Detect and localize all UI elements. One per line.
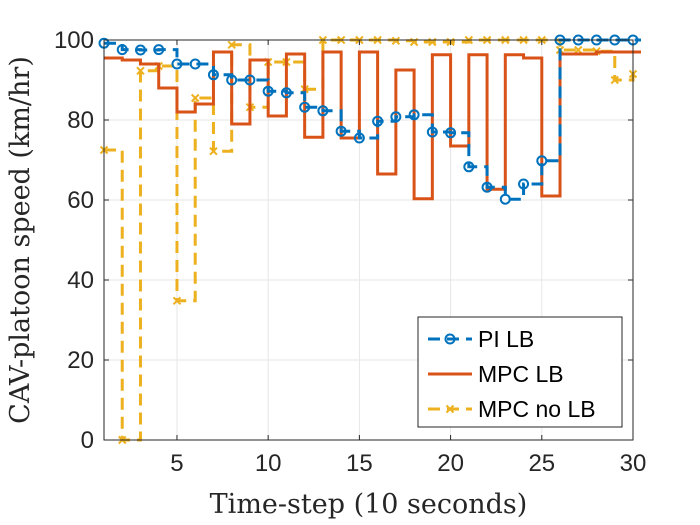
y-tick-label: 60 [67, 187, 94, 214]
data-point-mpc-no-lb [136, 66, 145, 76]
x-tick-label: 15 [346, 450, 373, 477]
y-tick-label: 40 [67, 267, 94, 294]
x-tick-label: 30 [620, 450, 647, 477]
legend-marker-mpc-no-lb [445, 404, 455, 414]
y-tick-label: 100 [54, 27, 94, 54]
x-marker-stroke [190, 93, 200, 103]
data-point-pi-lb [262, 85, 274, 97]
legend-entry-mpc-lb: MPC LB [428, 361, 564, 387]
data-point-pi-lb [226, 74, 238, 86]
y-tick-label: 0 [81, 427, 94, 454]
data-point-pi-lb [171, 58, 183, 70]
data-point-pi-lb [244, 74, 256, 86]
x-marker-stroke [227, 40, 236, 50]
x-marker-stroke [136, 66, 145, 76]
y-axis-label: CAV-platoon speed (km/hr) [5, 56, 36, 424]
data-point-pi-lb [463, 161, 475, 173]
data-point-pi-lb [189, 58, 201, 70]
x-tick-label: 10 [255, 450, 282, 477]
data-point-pi-lb [299, 101, 311, 113]
x-axis-label: Time-step (10 seconds) [210, 489, 528, 520]
data-point-mpc-no-lb [574, 45, 583, 55]
x-marker-stroke [574, 45, 583, 55]
data-point-pi-lb [390, 111, 402, 123]
data-point-pi-lb [317, 105, 329, 117]
data-point-pi-lb [499, 193, 511, 205]
series-line-mpc-lb [104, 50, 641, 201]
x-tick-label: 25 [528, 450, 555, 477]
y-tick-label: 20 [67, 347, 94, 374]
data-point-pi-lb [207, 69, 219, 81]
x-marker-stroke [610, 75, 619, 85]
data-point-pi-lb [408, 109, 420, 121]
data-point-pi-lb [481, 181, 493, 193]
data-point-pi-lb [518, 178, 530, 190]
x-marker-stroke [391, 36, 401, 46]
legend-marker-pi-lb [444, 333, 456, 345]
data-point-pi-lb [372, 115, 384, 127]
data-point-pi-lb [153, 44, 165, 56]
legend-entry-pi-lb: PI LB [428, 326, 534, 352]
x-tick-label: 20 [437, 450, 464, 477]
data-point-pi-lb [280, 87, 292, 99]
data-point-mpc-no-lb [391, 36, 401, 46]
legend-mpc-no-lb-label: MPC no LB [478, 396, 596, 422]
x-tick-label: 5 [170, 450, 183, 477]
legend-pi-lb-line-sample [428, 333, 472, 345]
legend-entry-mpc-no-lb: MPC no LB [428, 396, 596, 422]
axis-ticks: 5 10 15 20 25 30 0 20 40 60 80 100 [54, 27, 646, 477]
x-marker-stroke [172, 296, 182, 306]
axes-box [103, 39, 634, 441]
series-mpc-lb [104, 50, 641, 201]
data-point-pi-lb [116, 44, 128, 56]
data-point-mpc-no-lb [172, 296, 182, 306]
data-point-pi-lb [335, 125, 347, 137]
legend: PI LB MPC LB MPC no LB [417, 316, 623, 428]
legend-mpc-no-lb-line-sample [428, 404, 472, 414]
legend-pi-lb-label: PI LB [478, 326, 534, 352]
data-point-mpc-no-lb [190, 93, 200, 103]
data-point-mpc-no-lb [610, 75, 619, 85]
data-point-pi-lb [445, 127, 457, 139]
data-point-pi-lb [426, 126, 438, 138]
x-marker-stroke [209, 146, 218, 156]
data-point-mpc-no-lb [227, 40, 236, 50]
data-point-pi-lb [353, 132, 365, 144]
y-tick-label: 80 [67, 107, 94, 134]
data-point-pi-lb [134, 44, 146, 56]
data-point-mpc-no-lb [209, 146, 218, 156]
data-point-pi-lb [536, 155, 548, 167]
x-marker-stroke [445, 404, 455, 414]
legend-mpc-lb-label: MPC LB [478, 361, 564, 387]
